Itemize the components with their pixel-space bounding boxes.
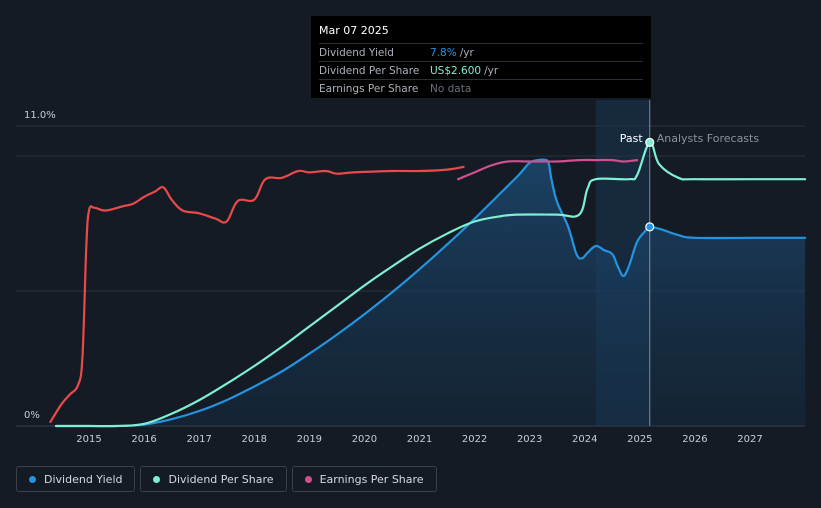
x-tick-label: 2019 bbox=[297, 434, 322, 445]
tooltip-label: Dividend Per Share bbox=[319, 64, 420, 77]
x-tick-label: 2023 bbox=[517, 434, 542, 445]
legend: Dividend Yield Dividend Per Share Earnin… bbox=[16, 466, 437, 492]
tooltip: Mar 07 2025 Dividend Yield 7.8% /yr Divi… bbox=[311, 16, 651, 98]
legend-item-dividend-per-share[interactable]: Dividend Per Share bbox=[140, 466, 287, 492]
forecast-label: Analysts Forecasts bbox=[657, 132, 760, 145]
area-layer bbox=[55, 159, 806, 427]
legend-label: Dividend Yield bbox=[44, 472, 123, 486]
legend-label: Earnings Per Share bbox=[319, 472, 424, 486]
tooltip-unit: /yr bbox=[459, 46, 474, 59]
legend-label: Dividend Per Share bbox=[168, 472, 274, 486]
x-tick-label: 2017 bbox=[186, 434, 211, 445]
x-tick-label: 2025 bbox=[627, 434, 652, 445]
legend-item-earnings-per-share[interactable]: Earnings Per Share bbox=[291, 466, 437, 492]
x-tick-label: 2018 bbox=[242, 434, 267, 445]
x-tick-label: 2024 bbox=[572, 434, 597, 445]
y-axis-bottom-label: 0% bbox=[24, 410, 40, 421]
tooltip-label: Dividend Yield bbox=[319, 46, 394, 59]
x-tick-label: 2027 bbox=[737, 434, 762, 445]
dividend-yield-area bbox=[55, 159, 806, 427]
tooltip-row-earnings-per-share: Earnings Per Share No data bbox=[319, 79, 643, 97]
tooltip-label: Earnings Per Share bbox=[319, 82, 419, 95]
legend-item-dividend-yield[interactable]: Dividend Yield bbox=[16, 466, 136, 492]
y-axis-top-label: 11.0% bbox=[24, 110, 56, 121]
legend-dot-icon bbox=[304, 475, 312, 483]
x-tick-label: 2015 bbox=[76, 434, 101, 445]
legend-dot-icon bbox=[29, 475, 36, 483]
tooltip-value: US$2.600 bbox=[430, 64, 482, 77]
tooltip-value: No data bbox=[430, 82, 472, 95]
x-tick-label: 2026 bbox=[682, 434, 707, 445]
tooltip-dot-0 bbox=[645, 222, 655, 232]
x-tick-label: 2020 bbox=[352, 434, 377, 445]
earnings-per-share-past-line bbox=[49, 165, 465, 423]
tooltip-dot-1 bbox=[645, 137, 655, 147]
legend-dot-icon bbox=[153, 475, 161, 483]
past-label: Past bbox=[620, 132, 644, 145]
tooltip-unit: /yr bbox=[484, 64, 499, 77]
tooltip-row-dividend-yield: Dividend Yield 7.8% /yr bbox=[319, 43, 643, 61]
x-tick-label: 2016 bbox=[131, 434, 156, 445]
tooltip-date: Mar 07 2025 bbox=[319, 24, 389, 37]
earnings-per-share-line bbox=[457, 158, 639, 181]
x-tick-label: 2021 bbox=[407, 434, 432, 445]
tooltip-row-dividend-per-share: Dividend Per Share US$2.600 /yr bbox=[319, 61, 643, 79]
x-tick-label: 2022 bbox=[462, 434, 487, 445]
x-axis-ticks: 2015 2016 2017 2018 2019 2020 2021 2022 2023 2024… bbox=[76, 434, 762, 445]
dot-layer bbox=[645, 137, 655, 232]
tooltip-value: 7.8% bbox=[430, 46, 457, 59]
